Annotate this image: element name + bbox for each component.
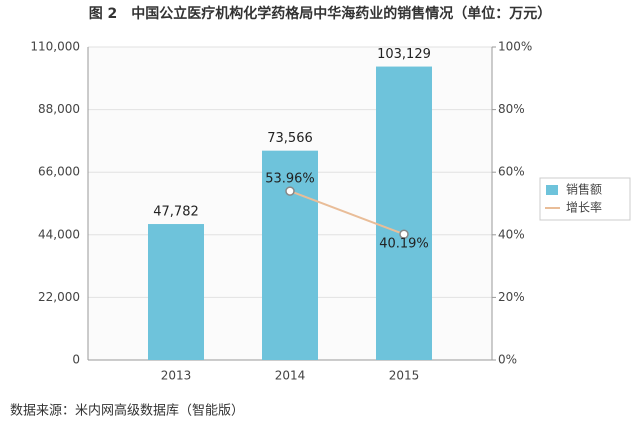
value-label: 103,129 bbox=[377, 47, 431, 62]
value-label: 73,566 bbox=[267, 131, 313, 146]
legend-swatch bbox=[546, 185, 558, 195]
line bbox=[289, 190, 405, 236]
y-tick-label: 22,000 bbox=[38, 290, 80, 304]
value-label: 53.96% bbox=[265, 172, 315, 187]
chart-title: 图 2 中国公立医疗机构化学药格局中华海药业的销售情况（单位：万元） bbox=[89, 5, 552, 22]
y-tick-label: 44,000 bbox=[38, 227, 80, 241]
y-tick-label: 0 bbox=[72, 353, 80, 367]
legend-label: 销售额 bbox=[566, 182, 602, 197]
bar bbox=[148, 224, 204, 360]
y-tick-label: 88,000 bbox=[38, 102, 80, 116]
line-point bbox=[285, 186, 295, 196]
y2-tick-label: 80% bbox=[498, 102, 525, 116]
y-tick-label: 110,000 bbox=[30, 40, 80, 54]
line-point bbox=[399, 229, 409, 239]
y-tick-label: 66,000 bbox=[38, 165, 80, 179]
value-label: 47,782 bbox=[153, 205, 199, 220]
bar bbox=[262, 150, 318, 360]
x-tick-label: 2015 bbox=[389, 369, 420, 383]
y2-tick-label: 40% bbox=[498, 227, 525, 241]
x-tick-label: 2013 bbox=[161, 369, 192, 383]
value-label: 40.19% bbox=[379, 237, 429, 252]
legend-label: 增长率 bbox=[566, 200, 602, 215]
source-note: 数据来源：米内网高级数据库（智能版） bbox=[10, 403, 244, 419]
y2-tick-label: 20% bbox=[498, 290, 525, 304]
y2-tick-label: 0% bbox=[498, 353, 517, 367]
y2-tick-label: 60% bbox=[498, 165, 525, 179]
bar bbox=[376, 66, 432, 360]
x-tick-label: 2014 bbox=[275, 369, 306, 383]
y2-tick-label: 100% bbox=[498, 40, 532, 54]
